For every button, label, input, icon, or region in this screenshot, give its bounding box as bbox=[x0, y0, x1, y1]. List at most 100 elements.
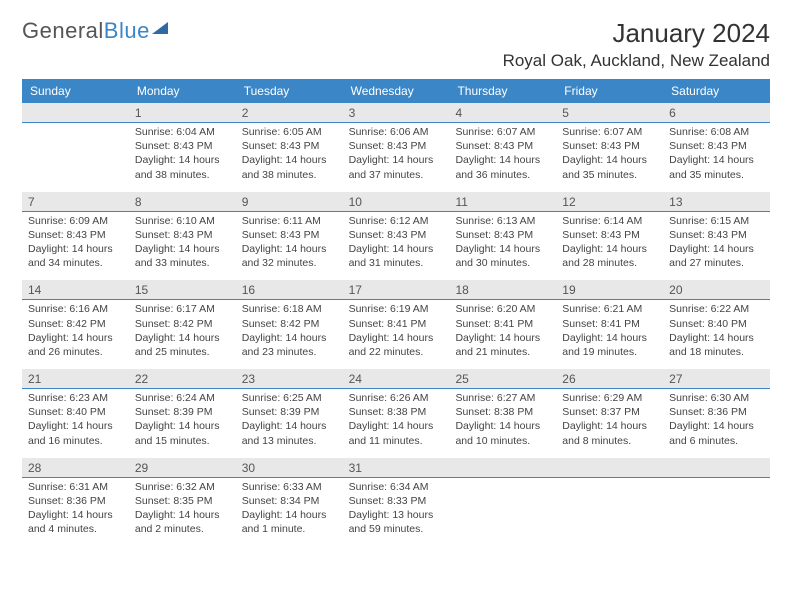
daylight-line1: Daylight: 14 hours bbox=[28, 242, 123, 256]
sunset-text: Sunset: 8:41 PM bbox=[562, 317, 657, 331]
day-header-cell: Wednesday bbox=[343, 79, 450, 103]
daylight-line1: Daylight: 14 hours bbox=[135, 508, 230, 522]
calendar-day-number: 8 bbox=[129, 192, 236, 212]
daylight-line1: Daylight: 14 hours bbox=[28, 508, 123, 522]
calendar-cell-body: Sunrise: 6:08 AMSunset: 8:43 PMDaylight:… bbox=[663, 123, 770, 192]
daylight-line2: and 8 minutes. bbox=[562, 434, 657, 448]
calendar-cell-body: Sunrise: 6:19 AMSunset: 8:41 PMDaylight:… bbox=[343, 300, 450, 369]
sunrise-text: Sunrise: 6:26 AM bbox=[349, 391, 444, 405]
daylight-line2: and 11 minutes. bbox=[349, 434, 444, 448]
sunset-text: Sunset: 8:43 PM bbox=[455, 228, 550, 242]
calendar-day-number: 29 bbox=[129, 458, 236, 478]
calendar-week-row: 21Sunrise: 6:23 AMSunset: 8:40 PMDayligh… bbox=[22, 369, 770, 458]
calendar-cell-body bbox=[556, 478, 663, 540]
sunrise-text: Sunrise: 6:32 AM bbox=[135, 480, 230, 494]
day-header-cell: Friday bbox=[556, 79, 663, 103]
title-location: Royal Oak, Auckland, New Zealand bbox=[503, 51, 770, 71]
calendar-weeks: 1Sunrise: 6:04 AMSunset: 8:43 PMDaylight… bbox=[22, 103, 770, 546]
daylight-line2: and 21 minutes. bbox=[455, 345, 550, 359]
calendar-cell-body: Sunrise: 6:11 AMSunset: 8:43 PMDaylight:… bbox=[236, 212, 343, 281]
calendar-day-number: 28 bbox=[22, 458, 129, 478]
daylight-line1: Daylight: 14 hours bbox=[28, 419, 123, 433]
sunset-text: Sunset: 8:35 PM bbox=[135, 494, 230, 508]
calendar-cell-body: Sunrise: 6:34 AMSunset: 8:33 PMDaylight:… bbox=[343, 478, 450, 547]
sunset-text: Sunset: 8:41 PM bbox=[349, 317, 444, 331]
daylight-line2: and 22 minutes. bbox=[349, 345, 444, 359]
calendar-cell-body: Sunrise: 6:06 AMSunset: 8:43 PMDaylight:… bbox=[343, 123, 450, 192]
sunrise-text: Sunrise: 6:13 AM bbox=[455, 214, 550, 228]
calendar-day-number: 17 bbox=[343, 280, 450, 300]
calendar-cell: 10Sunrise: 6:12 AMSunset: 8:43 PMDayligh… bbox=[343, 192, 450, 281]
calendar-day-number: 13 bbox=[663, 192, 770, 212]
calendar-day-number: 9 bbox=[236, 192, 343, 212]
calendar-cell-body: Sunrise: 6:29 AMSunset: 8:37 PMDaylight:… bbox=[556, 389, 663, 458]
sunrise-text: Sunrise: 6:08 AM bbox=[669, 125, 764, 139]
daylight-line2: and 38 minutes. bbox=[242, 168, 337, 182]
calendar-day-number: 18 bbox=[449, 280, 556, 300]
sunset-text: Sunset: 8:39 PM bbox=[242, 405, 337, 419]
daylight-line1: Daylight: 14 hours bbox=[135, 419, 230, 433]
sunrise-text: Sunrise: 6:09 AM bbox=[28, 214, 123, 228]
sunset-text: Sunset: 8:38 PM bbox=[455, 405, 550, 419]
calendar-cell: 31Sunrise: 6:34 AMSunset: 8:33 PMDayligh… bbox=[343, 458, 450, 547]
calendar-day-number: 16 bbox=[236, 280, 343, 300]
calendar: SundayMondayTuesdayWednesdayThursdayFrid… bbox=[22, 79, 770, 546]
calendar-day-number: 2 bbox=[236, 103, 343, 123]
daylight-line1: Daylight: 14 hours bbox=[562, 153, 657, 167]
sunset-text: Sunset: 8:36 PM bbox=[669, 405, 764, 419]
daylight-line1: Daylight: 14 hours bbox=[242, 242, 337, 256]
calendar-day-header: SundayMondayTuesdayWednesdayThursdayFrid… bbox=[22, 79, 770, 103]
sunrise-text: Sunrise: 6:19 AM bbox=[349, 302, 444, 316]
calendar-cell-body: Sunrise: 6:15 AMSunset: 8:43 PMDaylight:… bbox=[663, 212, 770, 281]
daylight-line1: Daylight: 14 hours bbox=[669, 242, 764, 256]
sunset-text: Sunset: 8:42 PM bbox=[28, 317, 123, 331]
daylight-line2: and 13 minutes. bbox=[242, 434, 337, 448]
calendar-cell-body: Sunrise: 6:23 AMSunset: 8:40 PMDaylight:… bbox=[22, 389, 129, 458]
calendar-day-number: 26 bbox=[556, 369, 663, 389]
sunset-text: Sunset: 8:40 PM bbox=[28, 405, 123, 419]
sunset-text: Sunset: 8:43 PM bbox=[669, 139, 764, 153]
daylight-line1: Daylight: 14 hours bbox=[349, 419, 444, 433]
calendar-cell: 3Sunrise: 6:06 AMSunset: 8:43 PMDaylight… bbox=[343, 103, 450, 192]
sunrise-text: Sunrise: 6:29 AM bbox=[562, 391, 657, 405]
sunrise-text: Sunrise: 6:16 AM bbox=[28, 302, 123, 316]
calendar-cell: 28Sunrise: 6:31 AMSunset: 8:36 PMDayligh… bbox=[22, 458, 129, 547]
calendar-day-number: 11 bbox=[449, 192, 556, 212]
calendar-cell: 17Sunrise: 6:19 AMSunset: 8:41 PMDayligh… bbox=[343, 280, 450, 369]
sunset-text: Sunset: 8:38 PM bbox=[349, 405, 444, 419]
sunrise-text: Sunrise: 6:20 AM bbox=[455, 302, 550, 316]
daylight-line2: and 10 minutes. bbox=[455, 434, 550, 448]
sunrise-text: Sunrise: 6:12 AM bbox=[349, 214, 444, 228]
calendar-day-number: 30 bbox=[236, 458, 343, 478]
calendar-cell: 19Sunrise: 6:21 AMSunset: 8:41 PMDayligh… bbox=[556, 280, 663, 369]
calendar-day-number: 3 bbox=[343, 103, 450, 123]
sunset-text: Sunset: 8:33 PM bbox=[349, 494, 444, 508]
calendar-cell-body: Sunrise: 6:27 AMSunset: 8:38 PMDaylight:… bbox=[449, 389, 556, 458]
sunrise-text: Sunrise: 6:05 AM bbox=[242, 125, 337, 139]
calendar-day-number: 1 bbox=[129, 103, 236, 123]
daylight-line2: and 18 minutes. bbox=[669, 345, 764, 359]
calendar-cell-body: Sunrise: 6:26 AMSunset: 8:38 PMDaylight:… bbox=[343, 389, 450, 458]
sunrise-text: Sunrise: 6:07 AM bbox=[562, 125, 657, 139]
calendar-day-number: 14 bbox=[22, 280, 129, 300]
daylight-line2: and 33 minutes. bbox=[135, 256, 230, 270]
sunset-text: Sunset: 8:43 PM bbox=[455, 139, 550, 153]
day-header-cell: Tuesday bbox=[236, 79, 343, 103]
day-header-cell: Thursday bbox=[449, 79, 556, 103]
calendar-cell-body: Sunrise: 6:33 AMSunset: 8:34 PMDaylight:… bbox=[236, 478, 343, 547]
sunrise-text: Sunrise: 6:27 AM bbox=[455, 391, 550, 405]
calendar-cell: 22Sunrise: 6:24 AMSunset: 8:39 PMDayligh… bbox=[129, 369, 236, 458]
calendar-day-number: 23 bbox=[236, 369, 343, 389]
calendar-cell-blank bbox=[22, 103, 129, 192]
sunset-text: Sunset: 8:43 PM bbox=[562, 228, 657, 242]
logo-triangle-icon bbox=[152, 22, 168, 34]
calendar-cell: 29 Sunrise: 6:32 AMSunset: 8:35 PMDayligh… bbox=[129, 458, 236, 547]
calendar-day-number: 10 bbox=[343, 192, 450, 212]
calendar-cell: 26Sunrise: 6:29 AMSunset: 8:37 PMDayligh… bbox=[556, 369, 663, 458]
daylight-line1: Daylight: 14 hours bbox=[455, 242, 550, 256]
sunrise-text: Sunrise: 6:06 AM bbox=[349, 125, 444, 139]
calendar-cell-body bbox=[22, 123, 129, 185]
calendar-cell-body: Sunrise: 6:25 AMSunset: 8:39 PMDaylight:… bbox=[236, 389, 343, 458]
calendar-cell: 14Sunrise: 6:16 AMSunset: 8:42 PMDayligh… bbox=[22, 280, 129, 369]
daylight-line2: and 15 minutes. bbox=[135, 434, 230, 448]
